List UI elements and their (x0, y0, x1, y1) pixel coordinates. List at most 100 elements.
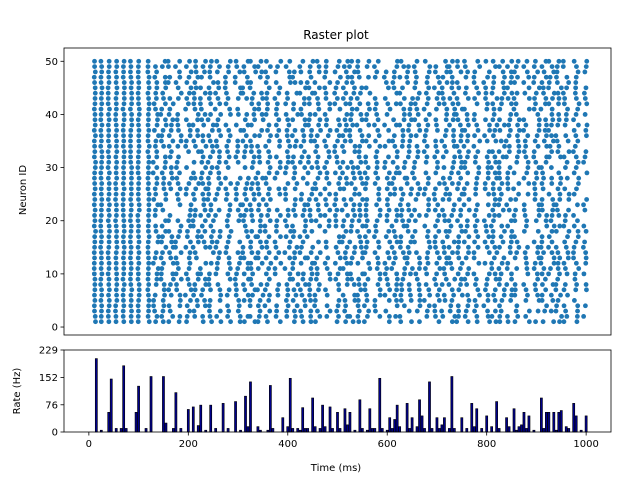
rate-bar (343, 408, 347, 433)
spike-point (136, 80, 142, 85)
spike-point (241, 271, 247, 277)
rate-bar (490, 426, 494, 433)
spike-point (355, 260, 361, 266)
spike-point (277, 191, 283, 197)
rate-x-tick-label: 200 (179, 439, 198, 450)
spike-point (432, 303, 437, 309)
spike-point (209, 239, 215, 245)
spike-point (128, 133, 134, 139)
spike-point (496, 213, 502, 218)
spike-point (435, 292, 441, 298)
spike-point (244, 96, 250, 101)
spike-point (509, 58, 515, 64)
spike-point (487, 122, 492, 128)
spike-point (524, 223, 529, 229)
spike-point (466, 197, 472, 202)
spike-point (406, 250, 412, 256)
spike-point (457, 154, 463, 160)
spike-point (426, 175, 431, 181)
spike-point (540, 186, 546, 192)
spike-point (165, 80, 171, 85)
spike-point (284, 282, 290, 287)
spike-point (512, 319, 518, 325)
spike-point (235, 266, 241, 271)
spike-point (539, 197, 545, 202)
spike-point (436, 213, 442, 218)
spike-point (114, 149, 120, 155)
spike-point (193, 143, 198, 149)
spike-point (188, 85, 194, 91)
spike-point (521, 127, 527, 133)
spike-point (466, 122, 471, 128)
spike-point (201, 197, 207, 202)
spike-point (406, 64, 411, 69)
spike-point (198, 213, 204, 218)
spike-point (505, 96, 511, 101)
spike-point (308, 319, 314, 325)
spike-point (465, 69, 471, 75)
spike-point (424, 101, 430, 107)
spike-point (449, 74, 455, 80)
spike-point (412, 228, 418, 234)
spike-point (394, 207, 400, 213)
spike-point (327, 308, 333, 314)
spike-point (249, 213, 255, 218)
spike-point (556, 96, 562, 101)
spike-point (440, 96, 446, 101)
spike-point (228, 228, 234, 234)
spike-point (394, 149, 400, 155)
spike-point (120, 292, 126, 298)
spike-point (355, 228, 360, 234)
spike-point (297, 90, 303, 96)
spike-point (466, 266, 472, 271)
spike-point (362, 303, 367, 309)
spike-point (241, 282, 246, 287)
spike-point (355, 292, 360, 298)
spike-point (160, 298, 166, 303)
spike-point (215, 96, 221, 101)
spike-point (156, 234, 162, 240)
spike-point (128, 154, 134, 160)
spike-point (422, 58, 428, 64)
spike-point (241, 218, 246, 224)
spike-point (265, 319, 270, 325)
spike-point (341, 234, 346, 240)
spike-point (540, 319, 546, 325)
spike-point (377, 276, 383, 282)
spike-point (338, 74, 343, 80)
spike-point (98, 207, 104, 213)
spike-point (356, 319, 362, 325)
spike-point (385, 202, 390, 208)
spike-point (285, 159, 291, 165)
spike-point (173, 239, 178, 245)
rate-bar (522, 412, 526, 433)
spike-point (313, 319, 318, 325)
spike-point (206, 181, 212, 186)
spike-point (226, 260, 232, 266)
spike-point (290, 159, 295, 165)
spike-point (291, 154, 296, 160)
spike-point (206, 175, 211, 181)
spike-point (197, 96, 203, 101)
spike-point (492, 244, 498, 250)
spike-point (121, 58, 127, 64)
spike-point (105, 175, 111, 181)
spike-point (121, 266, 127, 271)
spike-point (233, 122, 239, 128)
spike-point (340, 85, 346, 91)
spike-point (322, 85, 328, 91)
spike-point (377, 143, 383, 149)
spike-point (544, 303, 549, 309)
rate-bar (107, 412, 111, 433)
spike-point (202, 112, 208, 117)
spike-point (483, 223, 489, 229)
spike-point (153, 90, 159, 96)
spike-point (106, 143, 112, 149)
spike-point (193, 58, 198, 64)
spike-point (521, 202, 527, 208)
spike-point (177, 228, 183, 234)
spike-point (476, 170, 482, 176)
spike-point (524, 58, 530, 64)
spike-point (195, 303, 200, 309)
spike-point (364, 292, 370, 298)
